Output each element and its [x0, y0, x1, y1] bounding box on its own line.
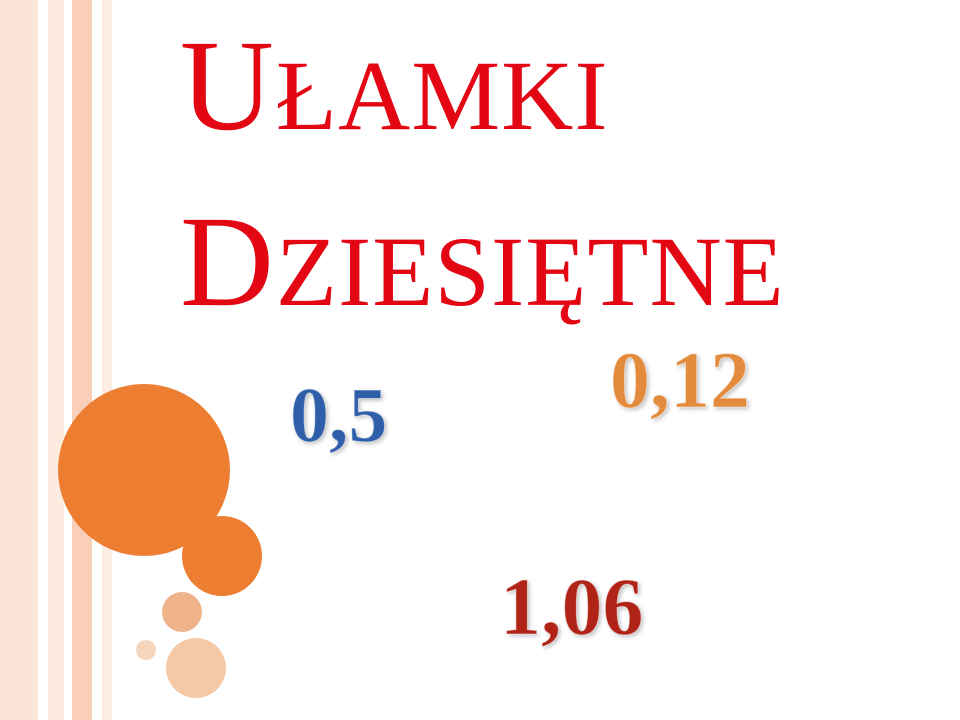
stripe — [102, 0, 112, 720]
circle-icon — [136, 640, 156, 660]
title-line1-rest: ŁAMKI — [276, 40, 609, 151]
circle-icon — [162, 592, 202, 632]
title-line2-cap: D — [180, 190, 276, 334]
slide-title: UŁAMKI DZIESIĘTNE — [180, 18, 785, 369]
stripe — [72, 0, 92, 720]
stripe — [38, 0, 48, 720]
circle-icon — [166, 638, 226, 698]
stripe — [92, 0, 102, 720]
title-line2-rest: ZIESIĘTNE — [276, 216, 785, 327]
title-line1-cap: U — [180, 14, 276, 158]
decimal-value-3: 1,06 — [500, 560, 644, 654]
circle-icon — [182, 516, 262, 596]
decimal-value-2: 0,12 — [610, 336, 750, 427]
stripe — [0, 0, 38, 720]
decimal-value-1: 0,5 — [290, 370, 388, 460]
stripe — [48, 0, 64, 720]
slide: UŁAMKI DZIESIĘTNE 0,5 0,12 1,06 — [0, 0, 960, 720]
stripe — [64, 0, 72, 720]
